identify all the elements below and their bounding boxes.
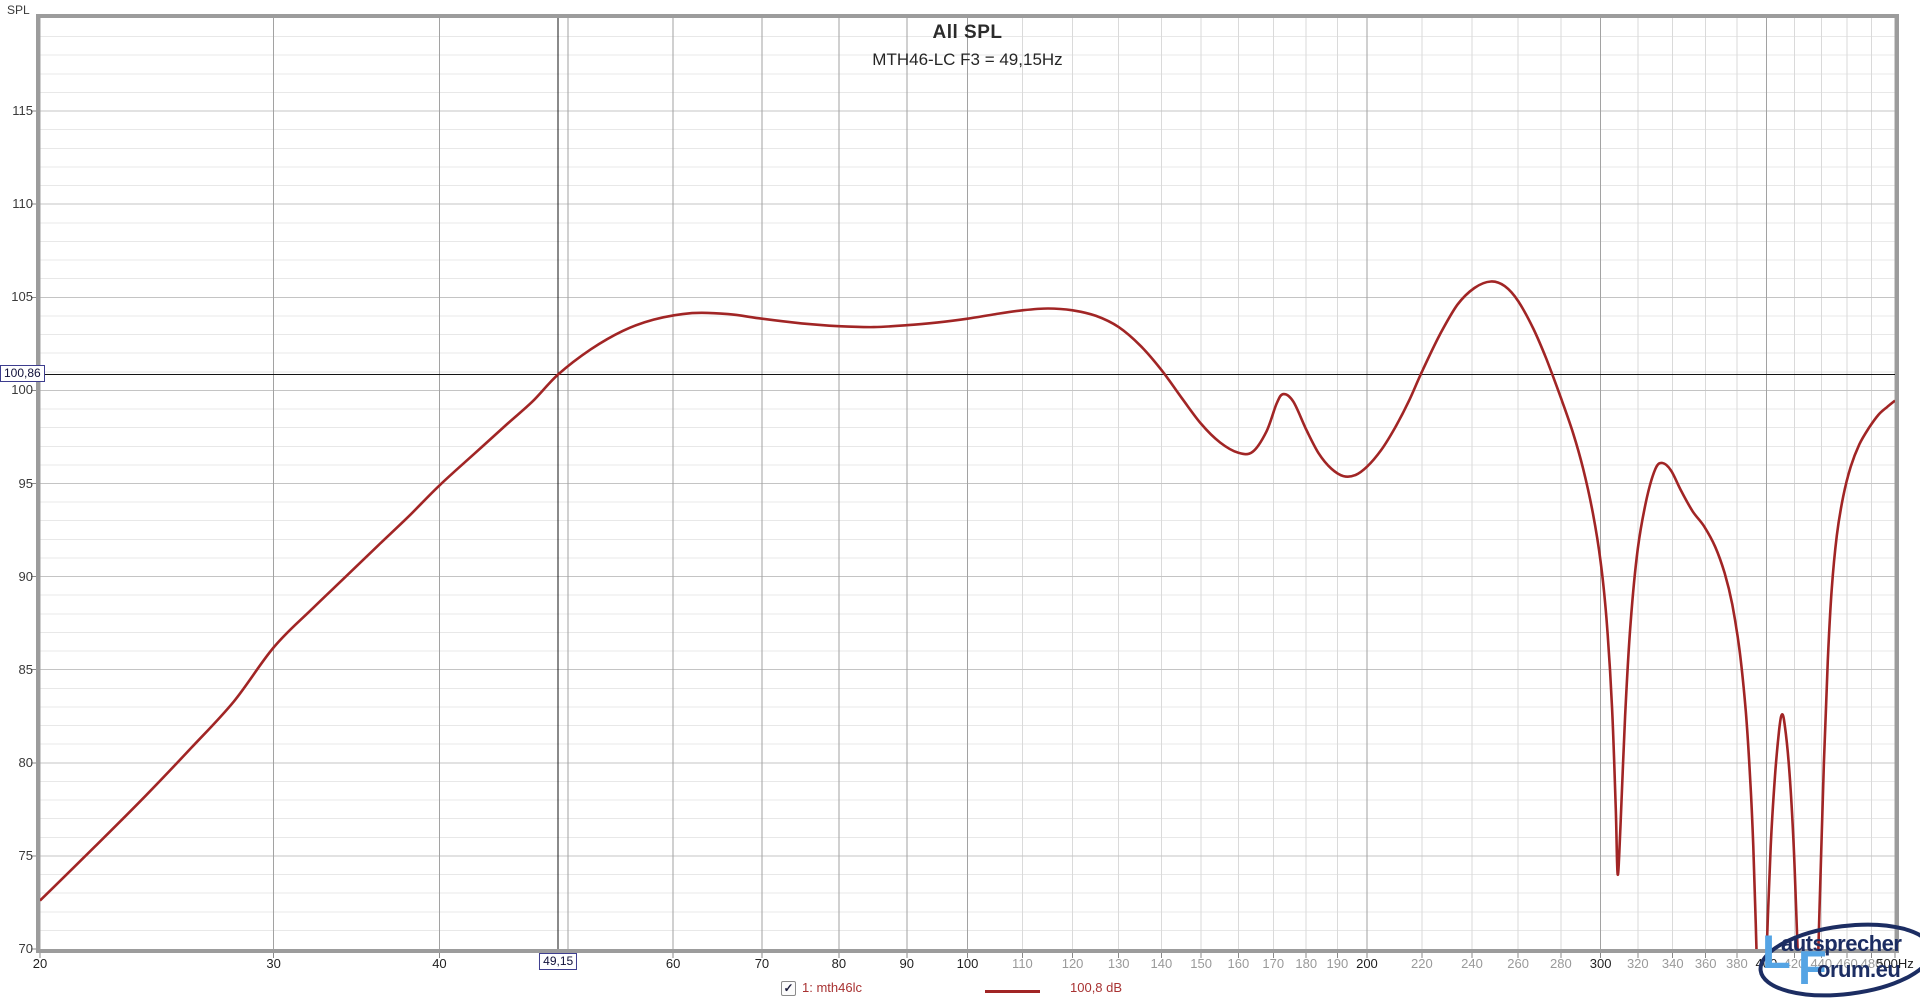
x-tick-label-130: 130	[1107, 956, 1130, 971]
spl-curve-mth46lc[interactable]	[40, 280, 1895, 1006]
x-tick-label-190: 190	[1326, 956, 1349, 971]
x-tick-label-420: 420	[1783, 956, 1806, 971]
watermark-ellipse-icon	[1758, 922, 1920, 998]
y-tick-label-80: 80	[18, 754, 33, 770]
x-tick-label-40: 40	[432, 956, 447, 971]
watermark-initial-f: F	[1798, 941, 1827, 994]
legend-checkbox[interactable]: ✓	[781, 981, 796, 996]
x-tick-label-140: 140	[1150, 956, 1173, 971]
x-tick-label-500Hz: 500Hz	[1876, 956, 1914, 971]
x-tick-label-100: 100	[956, 956, 979, 971]
x-tick-label-80: 80	[831, 956, 847, 971]
x-tick-label-110: 110	[1012, 956, 1033, 971]
x-tick-label-70: 70	[754, 956, 770, 971]
cursor-freq-box: 49,15	[539, 953, 578, 970]
y-tick-label-115: 115	[12, 103, 33, 119]
x-tick-label-30: 30	[266, 956, 281, 971]
x-tick-label-220: 220	[1411, 956, 1433, 971]
x-tick-label-150: 150	[1190, 956, 1213, 971]
legend-line-sample	[985, 990, 1040, 993]
x-tick-label-90: 90	[899, 956, 915, 971]
chart-subtitle: MTH46-LC F3 = 49,15Hz	[872, 50, 1063, 69]
x-tick-label-170: 170	[1262, 956, 1285, 971]
watermark-word-forum-eu: orum.eu	[1817, 957, 1901, 982]
legend-series-label[interactable]: 1: mth46lc	[802, 980, 862, 995]
y-tick-label-85: 85	[18, 661, 33, 677]
cursor-level-box: 100,86	[0, 365, 45, 383]
x-tick-label-180: 180	[1295, 956, 1318, 971]
watermark-initial-l: L	[1762, 925, 1791, 978]
x-tick-label-160: 160	[1227, 956, 1250, 971]
y-axis-unit-label: SPL	[7, 3, 30, 17]
plot-border	[36, 14, 1899, 953]
x-tick-label-460: 460	[1836, 956, 1858, 971]
x-tick-label-260: 260	[1507, 956, 1529, 971]
y-tick-label-70: 70	[18, 941, 33, 956]
y-tick-label-90: 90	[18, 568, 33, 584]
x-tick-label-280: 280	[1549, 956, 1572, 971]
grid	[39, 18, 1896, 949]
legend-level-value: 100,8 dB	[1070, 980, 1123, 995]
x-tick-label-360: 360	[1694, 956, 1717, 971]
axis-ticks	[31, 110, 1896, 958]
x-tick-label-240: 240	[1461, 956, 1483, 971]
y-tick-label-95: 95	[18, 475, 33, 491]
x-tick-label-120: 120	[1061, 956, 1084, 971]
chart-title: All SPL	[932, 22, 1003, 43]
x-tick-label-200: 200	[1356, 956, 1378, 971]
x-tick-label-60: 60	[665, 956, 681, 971]
y-tick-label-105: 105	[11, 289, 33, 305]
y-tick-label-110: 110	[12, 196, 33, 212]
x-tick-label-480: 480	[1860, 956, 1883, 971]
x-tick-label-20: 20	[32, 956, 48, 971]
x-tick-label-380: 380	[1725, 956, 1748, 971]
x-tick-label-440: 440	[1810, 956, 1833, 971]
x-tick-label-320: 320	[1626, 956, 1649, 971]
x-tick-label-340: 340	[1661, 956, 1684, 971]
x-tick-label-300: 300	[1589, 956, 1612, 971]
watermark-word-lautsprecher: autsprecher	[1781, 931, 1902, 956]
watermark-logo: L autsprecher F orum.eu	[1740, 916, 1920, 1006]
y-tick-label-75: 75	[18, 847, 33, 863]
checkmark-icon: ✓	[783, 981, 794, 995]
y-tick-label-100: 100	[11, 382, 33, 398]
